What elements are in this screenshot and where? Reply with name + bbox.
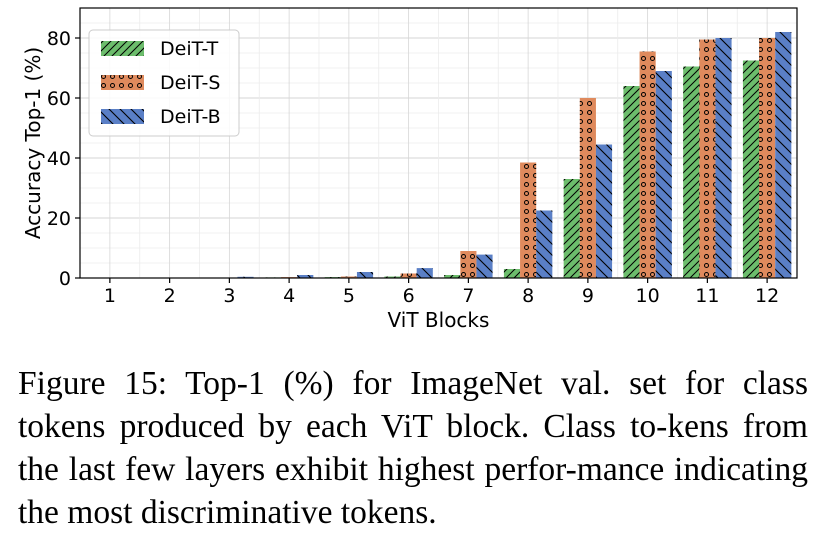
bar-deit-t-block-8 <box>503 269 521 278</box>
bar-hatch <box>595 144 613 278</box>
bar-hatch <box>340 276 357 278</box>
x-tick-label: 11 <box>695 285 719 307</box>
figure-caption: Figure 15: Top-1 (%) for ImageNet val. s… <box>18 365 808 531</box>
bars <box>85 32 792 278</box>
x-tick-label: 8 <box>522 285 534 307</box>
bar-hatch <box>715 38 732 278</box>
bar-deit-t-block-12 <box>742 60 760 278</box>
bar-deit-s-block-8 <box>520 162 537 278</box>
bar-deit-t-block-10 <box>623 86 640 278</box>
bar-deit-t-block-11 <box>683 66 700 278</box>
bar-hatch <box>476 254 493 278</box>
bar-deit-b-block-11 <box>715 38 732 278</box>
x-tick-label: 6 <box>403 285 415 307</box>
bar-deit-b-block-4 <box>297 275 314 278</box>
bar-hatch <box>563 179 580 278</box>
y-tick-label: 40 <box>47 148 71 170</box>
x-tick-label: 3 <box>223 285 235 307</box>
bar-hatch <box>520 162 537 278</box>
bar-hatch <box>503 269 521 278</box>
bar-deit-s-block-5 <box>340 276 357 278</box>
legend-item-deit-s: DeiT-S <box>101 72 220 94</box>
bar-deit-s-block-10 <box>639 51 656 278</box>
y-tick-label: 20 <box>47 208 71 230</box>
bar-deit-t-block-7 <box>444 275 461 278</box>
bar-hatch <box>400 273 417 278</box>
x-tick-label: 10 <box>636 285 660 307</box>
bar-hatch <box>699 39 716 278</box>
bar-deit-s-block-9 <box>579 98 596 278</box>
bar-hatch <box>384 276 401 278</box>
legend: DeiT-T DeiT-S DeiT-B <box>88 29 240 137</box>
bar-deit-s-block-6 <box>400 273 417 278</box>
bar-hatch <box>460 251 477 278</box>
y-axis-label: Accuracy Top-1 (%) <box>21 47 45 239</box>
legend-label: DeiT-T <box>160 38 219 60</box>
bar-hatch <box>416 268 433 278</box>
bar-deit-t-block-6 <box>384 276 401 278</box>
x-tick-label: 9 <box>582 285 594 307</box>
legend-label: DeiT-B <box>160 106 221 128</box>
bar-hatch <box>683 66 700 278</box>
bar-deit-b-block-9 <box>595 144 613 278</box>
bar-hatch <box>623 86 640 278</box>
x-tick-label: 2 <box>164 285 176 307</box>
bar-hatch <box>536 210 553 278</box>
bar-deit-b-block-6 <box>416 268 433 278</box>
bar-hatch <box>759 38 776 278</box>
bar-hatch <box>579 98 596 278</box>
bar-deit-s-block-7 <box>460 251 477 278</box>
legend-item-deit-t: DeiT-T <box>101 38 219 60</box>
bar-hatch <box>356 272 374 278</box>
bar-hatch <box>655 71 672 278</box>
x-tick-label: 5 <box>343 285 355 307</box>
bar-deit-b-block-12 <box>775 32 792 278</box>
bar-deit-b-block-5 <box>356 272 374 278</box>
plot-frame <box>79 7 798 279</box>
x-axis-label: ViT Blocks <box>388 308 490 332</box>
bar-deit-b-block-7 <box>476 254 493 278</box>
bar-hatch <box>297 275 314 278</box>
legend-label: DeiT-S <box>160 72 220 94</box>
legend-swatch-hatch <box>101 75 144 90</box>
x-tick-label: 1 <box>104 285 116 307</box>
bar-hatch <box>742 60 760 278</box>
legend-swatch-hatch <box>101 109 144 124</box>
bar-deit-t-block-9 <box>563 179 580 278</box>
bar-deit-s-block-11 <box>699 39 716 278</box>
x-tick-label: 12 <box>755 285 779 307</box>
x-tick-label: 7 <box>462 285 474 307</box>
y-tick-label: 0 <box>59 268 71 290</box>
bar-hatch <box>444 275 461 278</box>
y-tick-label: 60 <box>47 88 71 110</box>
bar-deit-s-block-12 <box>759 38 776 278</box>
bar-hatch <box>639 51 656 278</box>
legend-item-deit-b: DeiT-B <box>101 106 221 128</box>
bar-deit-b-block-8 <box>536 210 553 278</box>
x-tick-label: 4 <box>283 285 295 307</box>
bar-hatch <box>775 32 792 278</box>
y-tick-label: 80 <box>47 28 71 50</box>
bar-deit-b-block-10 <box>655 71 672 278</box>
legend-swatch-hatch <box>101 41 144 56</box>
